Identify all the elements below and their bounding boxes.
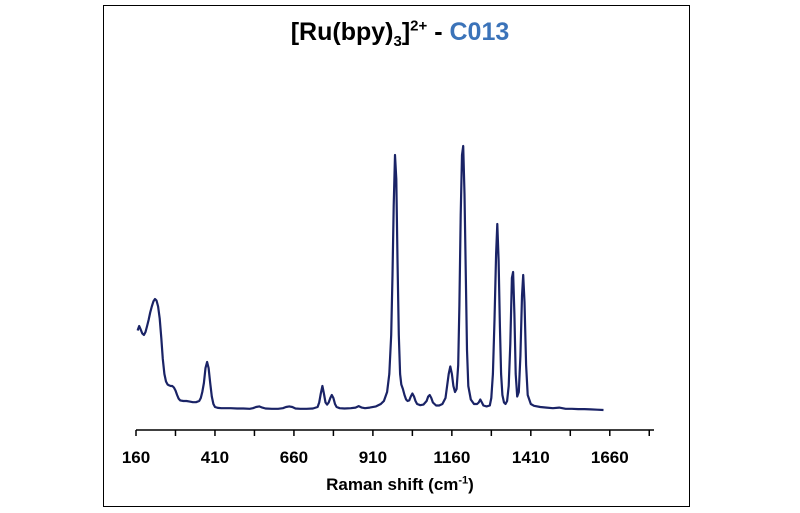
x-axis-label-unit-exponent: -1 [458,474,469,487]
series-line-spectrum [136,144,604,412]
chart-title: [Ru(bpy)3]2+ - C013 [0,17,800,50]
x-tick-label: 1660 [591,448,629,467]
x-tick-label: 660 [280,448,308,467]
x-tick-label: 910 [359,448,387,467]
x-tick-label: 1160 [433,448,470,467]
x-tick-label: 1410 [512,448,550,467]
chart-title-sample-code: C013 [449,18,510,46]
chart-title-prefix: [Ru(bpy) [290,18,394,46]
x-axis-label-text: Raman shift (cm [326,475,459,494]
x-axis-ticks [135,430,651,436]
chart-title-subscript: 3 [393,33,402,50]
chart-title-bracket: ] [401,18,411,46]
x-axis-tick-labels: 160 410 660 910 1160 1410 1660 [122,448,629,467]
chart-title-superscript: 2+ [410,17,428,35]
chart-title-dash: - [427,18,450,46]
x-tick-label: 410 [201,448,229,467]
x-axis-label: Raman shift (cm-1) [0,475,800,495]
x-tick-label: 160 [122,448,150,467]
x-axis-label-close: ) [468,475,474,494]
